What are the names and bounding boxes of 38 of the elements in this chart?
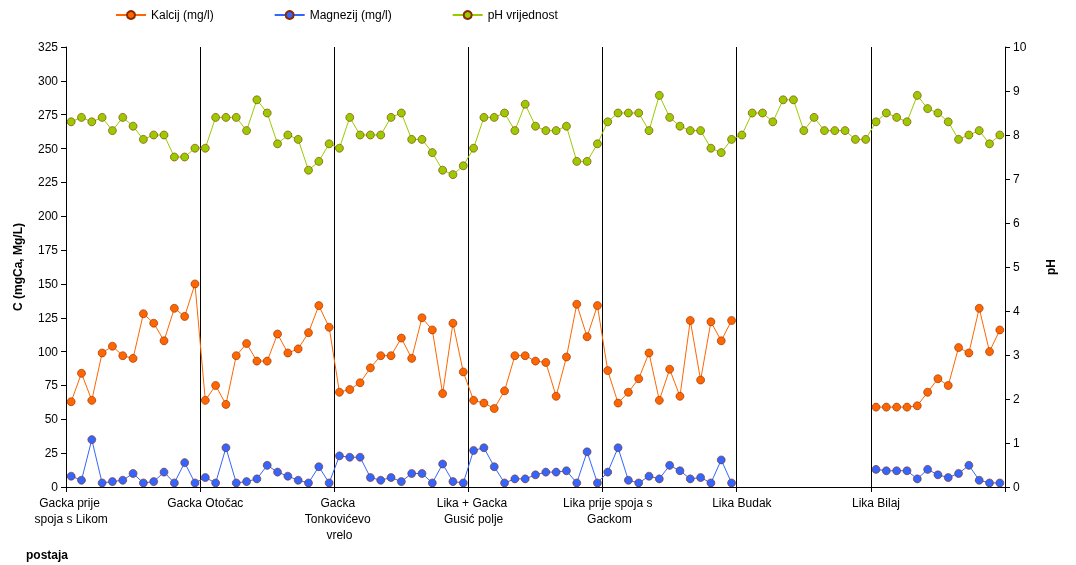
legend-label: pH vrijednost bbox=[487, 8, 559, 22]
y-tick-label: 50 bbox=[44, 412, 59, 427]
y2-tick-label: 6 bbox=[1013, 216, 1020, 230]
y-tick-label: 0 bbox=[51, 480, 59, 494]
y-tick-label: 325 bbox=[37, 40, 59, 54]
y-tick-label: 200 bbox=[37, 209, 59, 224]
legend-label: Kalcij (mg/l) bbox=[151, 8, 214, 22]
y-tick-label: 250 bbox=[37, 141, 59, 156]
y-tick-label: 225 bbox=[37, 175, 59, 190]
x-tick-label: Gacka Otočac bbox=[167, 496, 244, 510]
y-tick-label: 175 bbox=[37, 243, 59, 258]
x-tick-label: Lika Bilaj bbox=[852, 496, 901, 510]
y2-tick-label: 1 bbox=[1013, 436, 1020, 450]
y2-tick-label: 3 bbox=[1013, 348, 1020, 362]
x-tick-label: Gacka prije spoja s Likom bbox=[34, 496, 108, 526]
y2-tick-label: 7 bbox=[1013, 172, 1020, 186]
y-tick-label: 25 bbox=[44, 446, 59, 461]
y2-tick-label: 9 bbox=[1013, 84, 1020, 98]
x-axis-title: postaja bbox=[26, 548, 69, 562]
x-tick-label: Lika prije spoja s Gackom bbox=[563, 496, 653, 526]
y-tick-label: 150 bbox=[37, 276, 59, 291]
y-tick-label: 300 bbox=[37, 73, 59, 88]
y-axis-title: C (mgCa, Mg/L) bbox=[11, 223, 25, 311]
x-tick-label: Lika + Gacka Gusić polje bbox=[436, 496, 511, 526]
y-tick-label: 100 bbox=[37, 344, 59, 359]
y2-tick-label: 5 bbox=[1013, 260, 1020, 274]
legend-label: Magnezij (mg/l) bbox=[309, 8, 392, 22]
y2-tick-label: 2 bbox=[1013, 392, 1020, 406]
y-tick-label: 75 bbox=[44, 378, 59, 393]
y-tick-label: 125 bbox=[37, 310, 59, 325]
y2-axis-title: pH bbox=[1044, 259, 1058, 275]
x-tick-label: Gacka Tonkovićevo vrelo bbox=[304, 496, 375, 542]
y-tick-label: 275 bbox=[37, 107, 59, 122]
y2-tick-label: 0 bbox=[1013, 480, 1020, 494]
y2-tick-label: 4 bbox=[1013, 304, 1020, 318]
y2-tick-label: 10 bbox=[1013, 40, 1027, 54]
y2-tick-label: 8 bbox=[1013, 128, 1020, 142]
x-tick-label: Lika Budak bbox=[712, 496, 773, 510]
